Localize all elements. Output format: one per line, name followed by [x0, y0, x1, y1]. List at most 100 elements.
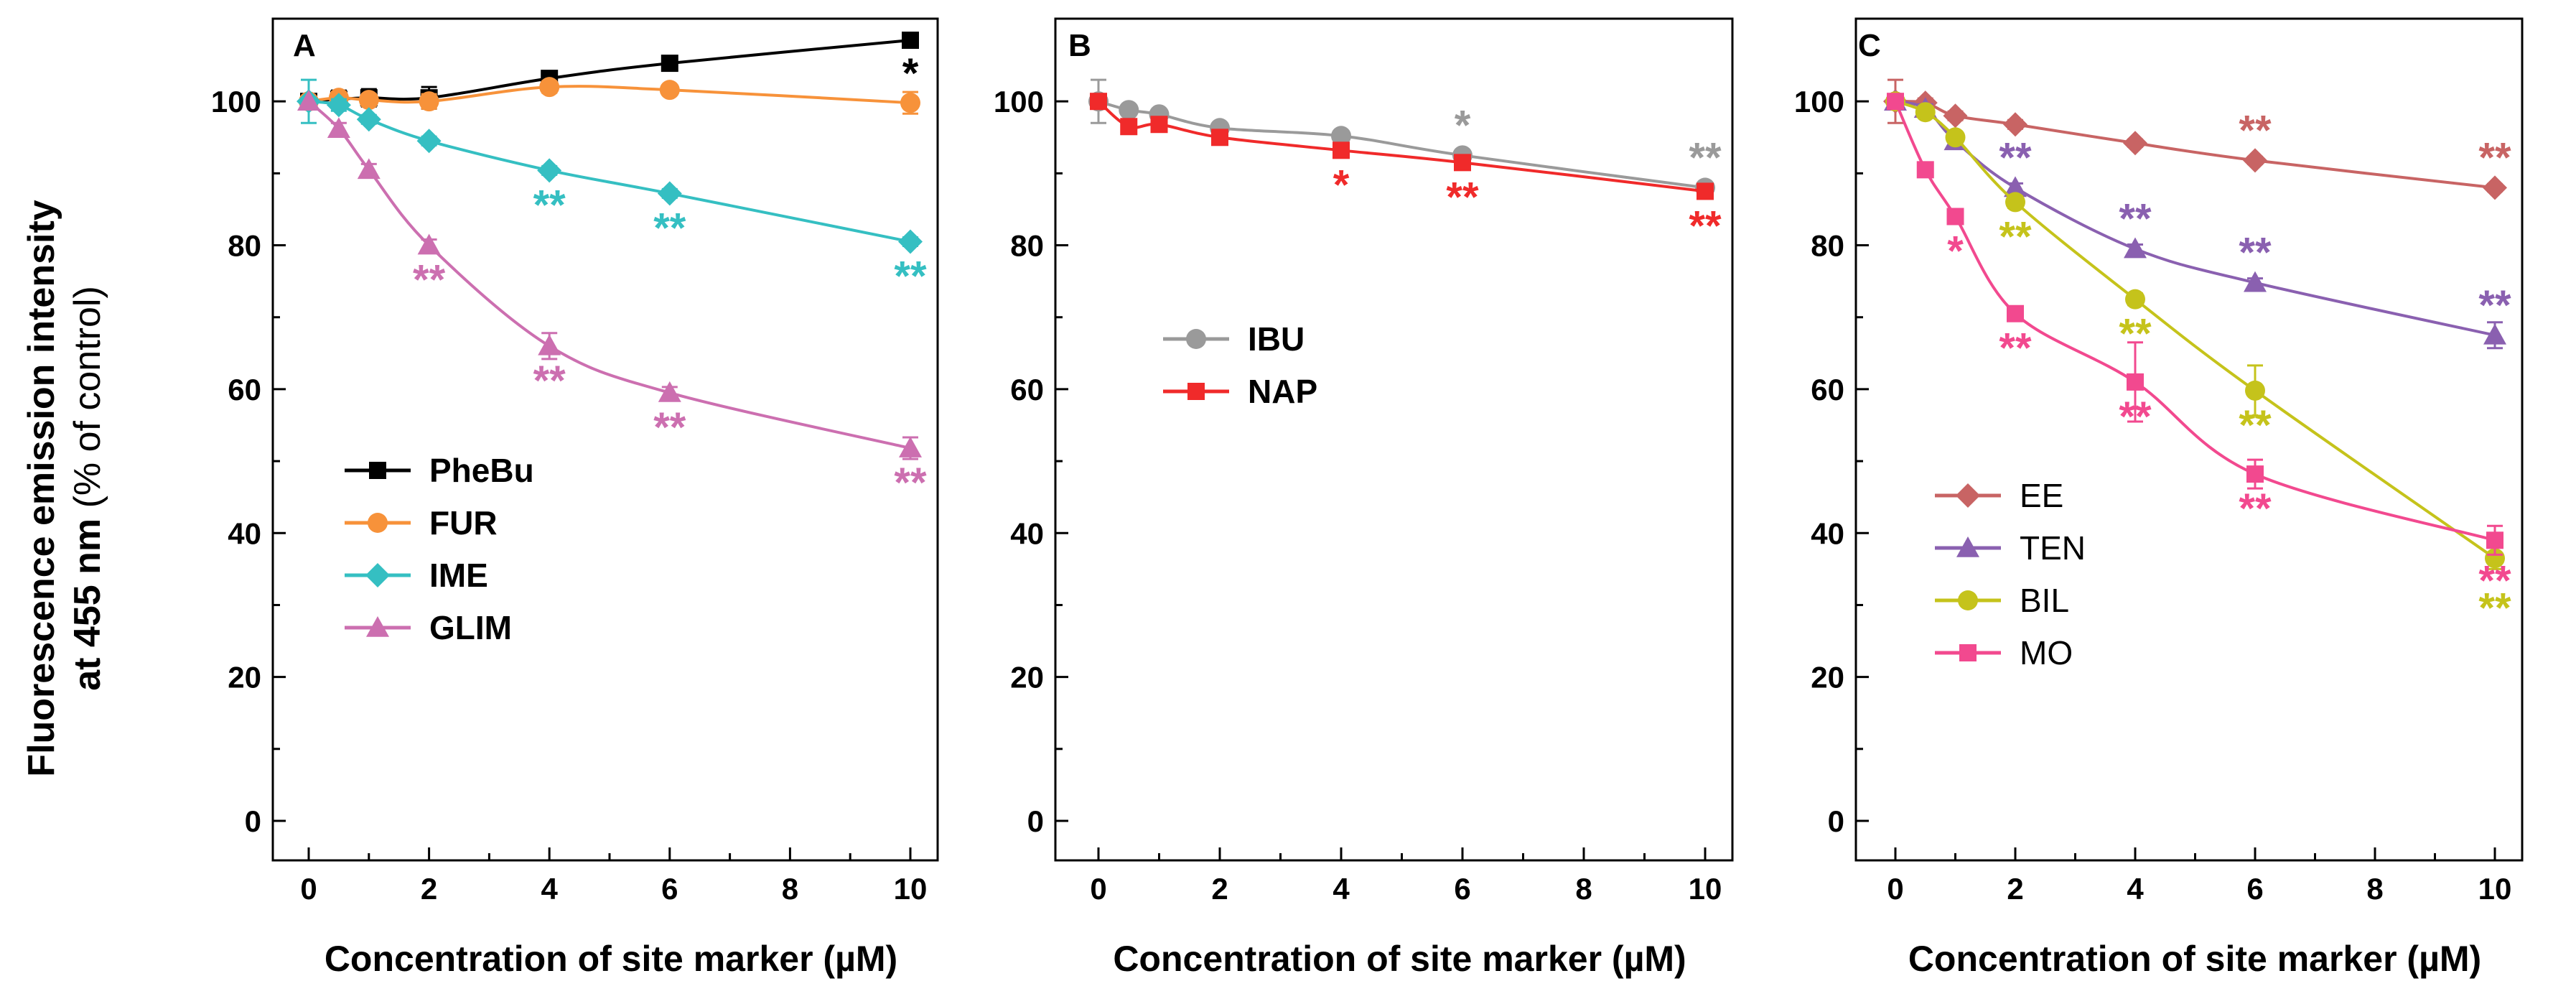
- panel-c-ytick-label: 0: [1828, 804, 1844, 838]
- panel-c-significance-mark: **: [2478, 134, 2511, 181]
- panel-a-point-fur: [900, 93, 920, 113]
- panel-c-ytick-label: 60: [1811, 373, 1844, 406]
- panel-c-significance-mark: **: [2239, 107, 2272, 154]
- panel-b-ytick-label: 80: [1010, 229, 1044, 263]
- panel-a-ytick-label: 0: [245, 804, 261, 838]
- panel-a-point-fur: [419, 91, 439, 112]
- panel-a-significance-mark: **: [653, 404, 686, 451]
- panel-c-legend-marker: [1956, 536, 1979, 557]
- panel-a-line-glim: [307, 100, 911, 450]
- panel-c-legend-marker: [1956, 483, 1980, 508]
- panel-a-legend-label: GLIM: [429, 609, 512, 646]
- shared-y-axis-label: Fluorescence emission intensity at 455 n…: [21, 200, 108, 776]
- panel-c-xtick-label: 8: [2366, 872, 2383, 906]
- panel-c-point-ee: [2123, 131, 2147, 156]
- panel-c-point-ee: [2483, 175, 2507, 200]
- panel-b-x-axis-label: Concentration of site marker (µM): [1113, 939, 1686, 979]
- panel-c-legend-entry-bil: BIL: [1935, 582, 2069, 619]
- panel-b-legend-label: NAP: [1248, 373, 1317, 410]
- panel-c-significance-mark: **: [2478, 282, 2511, 329]
- panel-a-xtick-label: 8: [782, 872, 798, 906]
- panel-a-point-ime: [537, 158, 562, 183]
- panel-c-significance-mark: **: [2239, 485, 2272, 532]
- panel-b-legend-marker: [1186, 329, 1206, 349]
- panel-c-series-ee: [1883, 78, 2507, 200]
- panel-c-legend-marker: [1959, 644, 1977, 661]
- panel-c-legend-entry-ee: EE: [1935, 477, 2063, 514]
- panel-a-frame: [271, 17, 939, 862]
- panel-c-significance-mark: **: [1999, 325, 2032, 372]
- panel-c-point-bil: [2245, 380, 2265, 401]
- panel-c-x-axis-label: Concentration of site marker (µM): [1908, 939, 2481, 979]
- panel-c-point-ee: [1943, 103, 1968, 129]
- panel-a-point-ime: [326, 93, 351, 118]
- y-axis-label-unit-bold: at 455 nm: [67, 519, 108, 691]
- panel-b-xtick-label: 6: [1454, 872, 1470, 906]
- panel-a-point-glim: [327, 117, 350, 139]
- panel-c-point-bil: [1945, 127, 1966, 148]
- panel-a-point-fur: [539, 77, 560, 98]
- panel-b-significance-mark: **: [1689, 134, 1722, 181]
- panel-a-legend-marker: [369, 462, 386, 479]
- panel-a-xtick-label: 2: [421, 872, 437, 906]
- panel-b-xtick-label: 10: [1689, 872, 1722, 906]
- panel-a-ytick-label: 80: [228, 229, 261, 263]
- panel-c-ytick-label: 100: [1794, 85, 1844, 118]
- panel-c-ytick-label: 40: [1811, 516, 1844, 550]
- panel-c-point-mo: [2486, 531, 2503, 549]
- panel-a-point-glim: [357, 158, 381, 180]
- panel-b-xtick-label: 4: [1333, 872, 1350, 906]
- panel-a-legend-entry-glim: GLIM: [345, 609, 512, 646]
- panel-b-point-nap: [1697, 182, 1714, 200]
- panel-b-point-nap: [1333, 141, 1350, 159]
- panel-a-ytick-label: 100: [211, 85, 261, 118]
- panel-b-significance-mark: *: [1455, 102, 1471, 149]
- panel-c-frame: [1854, 17, 2524, 862]
- panel-b-legend-marker: [1187, 383, 1205, 400]
- panel-a-xtick-label: 4: [541, 872, 559, 906]
- panel-c-series-bil: [1885, 91, 2505, 570]
- panel-b-significance-mark: **: [1446, 174, 1479, 220]
- panel-a-point-phebu: [661, 55, 678, 73]
- panel-b-point-nap: [1120, 118, 1138, 136]
- panel-c-legend-label: EE: [2020, 477, 2063, 514]
- panel-c-ytick-label: 20: [1811, 661, 1844, 694]
- panel-a-significance-mark: **: [533, 182, 566, 228]
- panel-a: A 0 20 40 60 80 100 0 2 4 6 8 10 Concentration of sit…: [211, 17, 939, 979]
- panel-c-xtick-label: 2: [2007, 872, 2023, 906]
- panel-a-ytick-label: 20: [228, 661, 261, 694]
- panel-c-point-bil: [2005, 192, 2025, 213]
- panel-c-significance-mark: **: [2239, 402, 2272, 449]
- panel-a-significance-mark: **: [894, 460, 927, 506]
- panel-a-point-ime: [356, 107, 381, 132]
- panel-a-line-ime: [308, 100, 911, 243]
- panel-c-point-mo: [2127, 373, 2144, 391]
- panel-a-xtick-label: 10: [894, 872, 928, 906]
- panel-a-point-fur: [358, 90, 379, 111]
- panel-c-line-ee: [1895, 100, 2496, 190]
- panel-c-significance-mark: **: [2239, 230, 2272, 276]
- panel-a-ytick-label: 60: [228, 373, 261, 406]
- panel-c-line-bil: [1895, 100, 2496, 559]
- panel-c-point-mo: [2246, 465, 2264, 483]
- panel-b-legend-entry-nap: NAP: [1163, 373, 1317, 410]
- panel-a-series-fur: [299, 77, 920, 115]
- panel-c-point-mo: [2007, 305, 2024, 322]
- panel-a-point-ime: [416, 129, 442, 154]
- panel-a-legend-marker: [366, 616, 389, 637]
- panel-b-ytick-label: 100: [994, 85, 1044, 118]
- panel-c-point-ee: [2243, 148, 2267, 173]
- panel-a-point-glim: [658, 381, 681, 402]
- panel-c-point-mo: [1946, 208, 1964, 226]
- panel-b-ytick-label: 20: [1010, 661, 1044, 694]
- panel-a-point-glim: [417, 233, 441, 255]
- panel-a-xtick-label: 6: [661, 872, 678, 906]
- panel-b-significance-mark: *: [1333, 162, 1350, 208]
- panel-a-legend-label: IME: [429, 557, 488, 594]
- panel-b-legend-entry-ibu: IBU: [1163, 320, 1305, 358]
- panel-b-point-ibu: [1331, 126, 1351, 147]
- panel-c-point-bil: [1915, 102, 1936, 123]
- panel-b-point-nap: [1150, 116, 1168, 134]
